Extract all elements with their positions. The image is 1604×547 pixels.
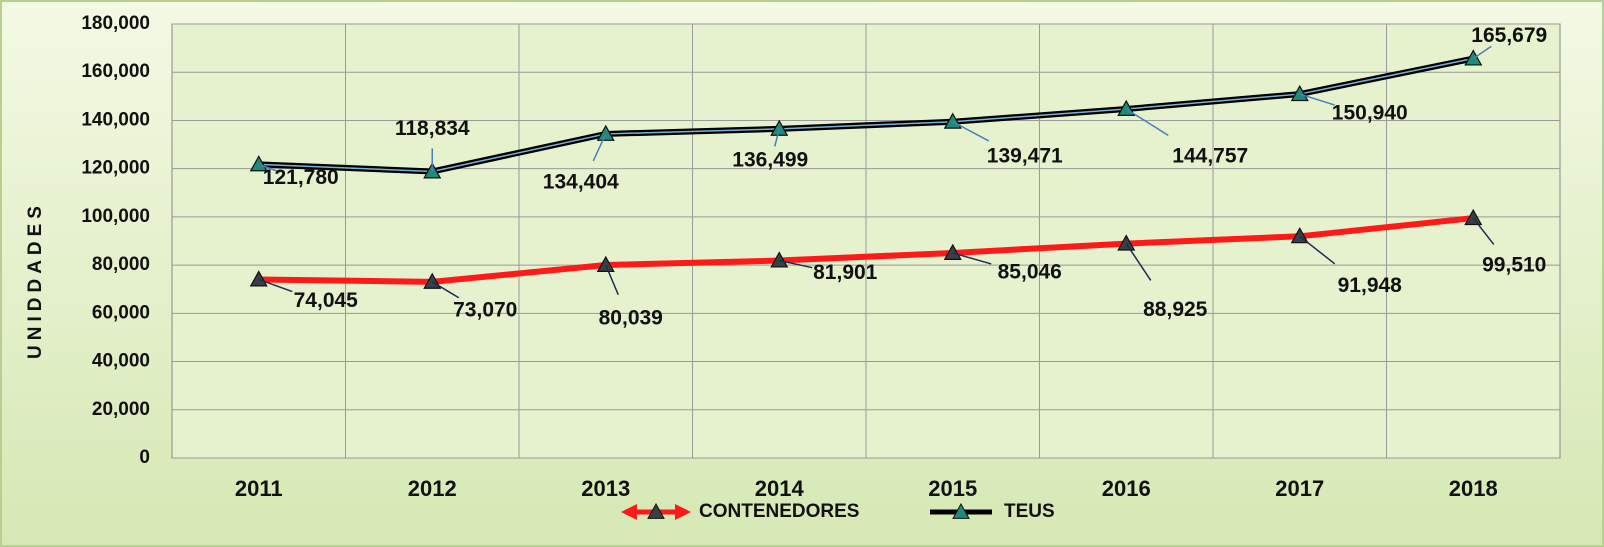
- y-tick-label: 40,000: [92, 351, 150, 372]
- y-tick-label: 120,000: [81, 158, 150, 179]
- marker: [943, 243, 962, 260]
- leader-line: [258, 278, 293, 293]
- y-tick-label: 60,000: [92, 302, 150, 323]
- data-label: 85,046: [998, 260, 1062, 283]
- marker: [249, 155, 268, 172]
- x-tick-label: 2012: [408, 476, 457, 501]
- legend-marker: [952, 502, 970, 519]
- y-tick-label: 100,000: [81, 206, 150, 227]
- series-line: [258, 215, 1474, 285]
- legend-label: TEUS: [1004, 501, 1055, 522]
- data-label: 134,404: [543, 170, 619, 193]
- data-label: 139,471: [987, 144, 1063, 167]
- leader-line: [1472, 45, 1492, 60]
- leader-line: [774, 128, 780, 147]
- data-label: 136,499: [732, 148, 808, 171]
- legend-marker: [647, 502, 665, 519]
- leader-line: [1299, 235, 1336, 265]
- y-axis-label: UNIDDADES: [25, 201, 46, 359]
- x-tick-label: 2015: [928, 476, 977, 501]
- marker: [596, 255, 615, 273]
- leader-line: [1125, 108, 1169, 137]
- data-label: 80,039: [599, 307, 663, 330]
- leader-line: [952, 252, 992, 265]
- leader-line: [1299, 93, 1335, 106]
- y-tick-label: 180,000: [81, 13, 150, 34]
- x-tick-label: 2017: [1275, 476, 1324, 501]
- data-label: 144,757: [1172, 145, 1248, 168]
- leader-line: [431, 281, 460, 299]
- data-label: 91,948: [1338, 274, 1403, 297]
- y-tick-label: 0: [139, 447, 150, 468]
- data-label: 99,510: [1482, 254, 1546, 277]
- marker: [596, 124, 615, 141]
- x-tick-label: 2016: [1102, 476, 1151, 501]
- leader-line: [779, 259, 813, 269]
- data-label: 150,940: [1332, 102, 1408, 125]
- legend-arrow: [675, 504, 691, 520]
- series-line-highlight: [258, 57, 1474, 173]
- leader-line: [952, 121, 990, 142]
- data-label: 88,925: [1143, 298, 1208, 321]
- marker: [770, 119, 789, 136]
- x-tick-label: 2013: [581, 476, 630, 501]
- y-tick-label: 80,000: [92, 254, 150, 275]
- data-label: 165,679: [1471, 24, 1547, 47]
- leader-line: [1125, 243, 1152, 281]
- data-label: 74,045: [294, 289, 359, 312]
- data-label: 118,834: [395, 117, 470, 140]
- marker: [1290, 84, 1309, 102]
- data-label: 121,780: [263, 166, 339, 189]
- y-tick-label: 160,000: [81, 61, 150, 82]
- marker: [770, 251, 789, 268]
- y-tick-label: 140,000: [81, 109, 150, 130]
- marker: [1464, 208, 1483, 226]
- y-tick-label: 20,000: [92, 399, 150, 420]
- x-tick-label: 2011: [235, 476, 283, 501]
- marker: [249, 270, 268, 287]
- leader-line: [1472, 217, 1495, 245]
- x-tick-label: 2018: [1449, 476, 1498, 501]
- x-tick-label: 2014: [755, 476, 805, 501]
- leader-line: [605, 264, 619, 296]
- data-label: 81,901: [813, 261, 878, 284]
- leader-line: [258, 163, 281, 173]
- legend-label: CONTENEDORES: [699, 501, 859, 522]
- leader-line: [592, 133, 607, 162]
- legend-arrow: [621, 504, 637, 520]
- marker: [1117, 234, 1136, 251]
- data-label: 73,070: [453, 298, 517, 321]
